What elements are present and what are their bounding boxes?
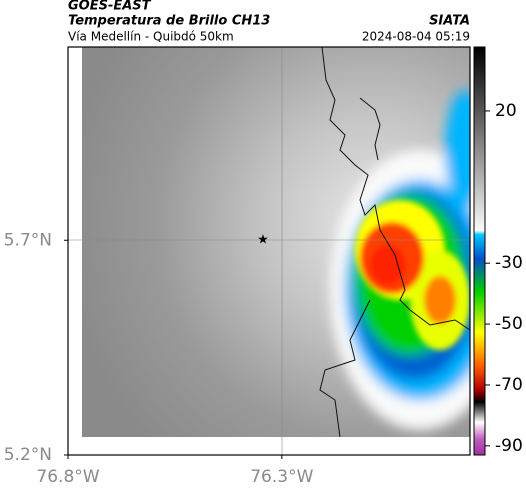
lon-tick-label: 76.8°W (36, 467, 99, 487)
colorbar-tick-label: -70 (495, 375, 523, 395)
route: Vía Medellín - Quibdó 50km (68, 30, 234, 44)
colorbar-tick-label: 20 (495, 101, 517, 121)
title: Temperatura de Brillo CH13 (68, 14, 270, 29)
brand: SIATA (429, 14, 470, 29)
colorbar-tick-label: -30 (495, 253, 523, 273)
lat-tick-label: 5.7°N (4, 230, 52, 250)
colorbar (473, 46, 486, 456)
lat-tick-label: 5.2°N (4, 445, 52, 465)
satellite-image (82, 47, 470, 437)
colorbar-tick-label: -90 (495, 436, 523, 456)
lon-tick-label: 76.3°W (250, 467, 313, 487)
source: GOES-EAST (68, 0, 152, 14)
colorbar-tick-label: -50 (495, 314, 523, 334)
timestamp: 2024-08-04 05:19 (362, 30, 470, 44)
map-frame (67, 46, 471, 456)
location-marker: ★ (257, 233, 269, 248)
